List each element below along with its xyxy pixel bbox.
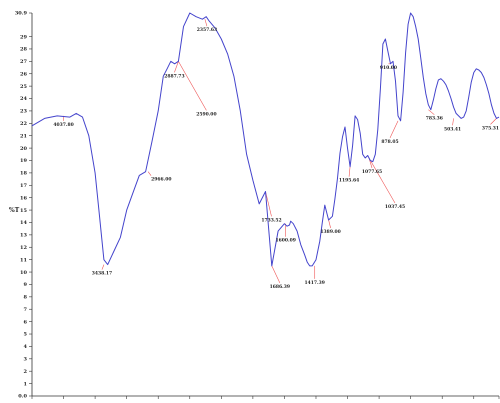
peak-marker-line <box>101 264 105 270</box>
peak-label: 910.00 <box>380 65 397 71</box>
peak-marker-line <box>348 166 351 177</box>
peak-label: 375.31 <box>482 125 499 131</box>
peak-label: 1417.39 <box>305 280 325 286</box>
y-tick-label: 4 <box>24 344 28 350</box>
y-tick-label: 24 <box>20 96 27 102</box>
peak-label: 2966.00 <box>151 177 171 183</box>
peak-marker-line <box>452 118 454 126</box>
y-tick-label: 5 <box>24 332 28 338</box>
peak-label: 503.41 <box>444 126 461 132</box>
peak-label: 1195.64 <box>339 178 359 184</box>
x-axis-ticks <box>31 396 500 399</box>
peak-marker-line <box>389 120 399 138</box>
peak-marker-line <box>147 171 152 176</box>
y-tick-label: 8 <box>24 295 28 301</box>
y-tick-label: 9 <box>24 282 28 288</box>
y-tick-label: 19 <box>20 158 27 164</box>
y-tick-label: 25 <box>20 84 27 90</box>
y-tick-label: 30.9 <box>15 11 28 17</box>
peak-label: 4037.80 <box>53 122 73 128</box>
peak-label: 1037.45 <box>385 204 405 210</box>
y-tick-label: 28 <box>20 47 27 53</box>
y-tick-label: 26 <box>20 71 27 77</box>
peak-marker-line <box>328 219 331 229</box>
y-tick-label: 14 <box>20 220 27 226</box>
series-group <box>31 12 500 267</box>
peak-label: 3438.17 <box>92 271 112 277</box>
y-tick-label: 29 <box>20 34 27 40</box>
y-tick-label: 3 <box>24 357 28 363</box>
y-tick-label: 10 <box>20 270 27 276</box>
y-tick-label: 12 <box>20 245 27 251</box>
y-tick-label: 13 <box>20 233 27 239</box>
y-tick-label: 21 <box>20 133 27 139</box>
y-axis-title: %T <box>9 207 20 214</box>
peak-marker-line <box>368 157 396 204</box>
y-tick-label: 15 <box>20 208 27 214</box>
y-tick-label: 18 <box>20 171 27 177</box>
y-tick-label: 7 <box>24 307 28 313</box>
peak-marker-line <box>204 19 208 27</box>
peak-label: 1389.00 <box>320 229 340 235</box>
y-tick-label: 1 <box>24 381 27 387</box>
y-tick-label: 0.0 <box>18 394 27 400</box>
y-tick-label: 11 <box>20 257 27 263</box>
peak-labels: 4037.80 3438.17 2966.00 2887.73 2590.00 2357.… <box>53 27 499 290</box>
peak-label: 878.05 <box>381 139 398 145</box>
peak-label: 1686.39 <box>270 284 290 290</box>
peak-label: 2887.73 <box>164 73 184 79</box>
y-tick-label: 17 <box>20 183 27 189</box>
y-axis-ticks: 0.01234567891011121314151617181920212223… <box>15 11 32 400</box>
peak-marker-line <box>174 61 179 73</box>
y-tick-label: 2 <box>24 369 28 375</box>
peak-marker-line <box>265 191 272 217</box>
peak-label: 2590.00 <box>196 111 216 117</box>
peak-label: 783.36 <box>426 116 443 122</box>
peak-label: 1600.09 <box>276 238 296 244</box>
y-tick-label: 6 <box>24 319 28 325</box>
y-tick-label: 16 <box>20 195 27 201</box>
peak-marker-line <box>490 118 497 125</box>
y-tick-label: 20 <box>20 146 27 152</box>
peak-label: 1733.52 <box>261 217 281 223</box>
y-tick-label: 27 <box>20 59 27 65</box>
peak-label: 1077.65 <box>362 169 382 175</box>
peak-marker-line <box>428 109 435 115</box>
y-tick-label: 23 <box>20 109 27 115</box>
plot-frame <box>31 13 499 397</box>
spectrum-series-line <box>31 12 500 267</box>
y-tick-label: 22 <box>20 121 27 127</box>
peak-marker-line <box>178 61 207 111</box>
peak-marker-line <box>271 265 281 283</box>
peak-label: 2357.63 <box>197 27 217 33</box>
